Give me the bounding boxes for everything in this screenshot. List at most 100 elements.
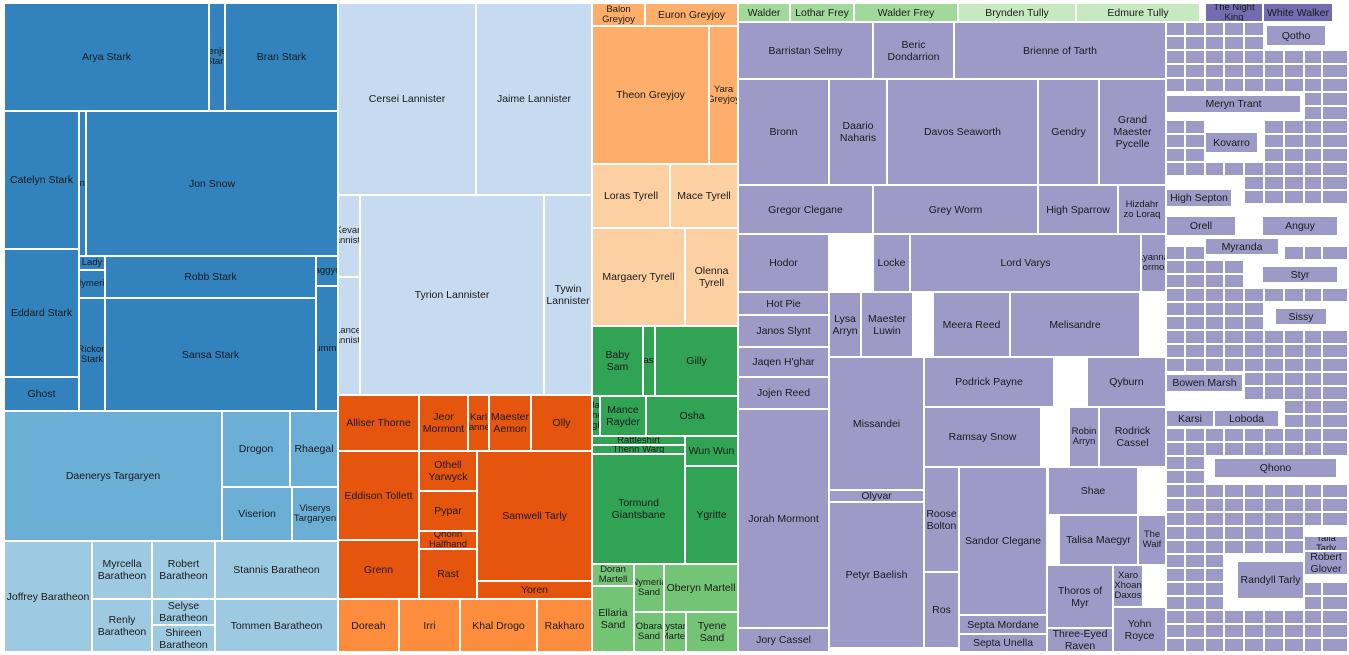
treemap-cell-minor[interactable] xyxy=(1224,442,1244,456)
treemap-cell-minor[interactable] xyxy=(1304,288,1322,302)
treemap-cell-minor[interactable] xyxy=(1322,92,1348,106)
treemap-cell-minor[interactable] xyxy=(1284,176,1304,190)
treemap-cell-minor[interactable] xyxy=(1224,274,1244,288)
treemap-cell-minor[interactable] xyxy=(1264,512,1284,526)
treemap-cell-minor[interactable] xyxy=(1264,386,1284,400)
treemap-cell-minor[interactable] xyxy=(1264,288,1284,302)
treemap-cell-eddison[interactable]: Eddison Tollett xyxy=(338,451,419,540)
treemap-cell-minor[interactable] xyxy=(1166,638,1185,652)
treemap-cell-minor[interactable] xyxy=(1185,512,1205,526)
treemap-cell-minor[interactable] xyxy=(1264,176,1284,190)
treemap-cell-babysam[interactable]: Baby Sam xyxy=(592,326,643,396)
treemap-cell-drogon[interactable]: Drogon xyxy=(222,411,290,487)
treemap-cell-craster[interactable]: Craster xyxy=(643,326,655,396)
treemap-cell-minor[interactable] xyxy=(1166,442,1185,456)
treemap-cell-nymsand[interactable]: Nymeria Sand xyxy=(634,564,664,612)
treemap-cell-minor[interactable] xyxy=(1224,358,1244,372)
treemap-cell-pycelle[interactable]: Grand Maester Pycelle xyxy=(1099,79,1166,185)
treemap-cell-minor[interactable] xyxy=(1205,596,1224,610)
treemap-cell-jaqen[interactable]: Jaqen H'ghar xyxy=(738,347,829,377)
treemap-cell-yara[interactable]: Yara Greyjoy xyxy=(709,26,738,164)
treemap-cell-minor[interactable] xyxy=(1284,400,1304,414)
treemap-cell-joffrey[interactable]: Joffrey Baratheon xyxy=(4,541,92,652)
treemap-cell-minor[interactable] xyxy=(1304,78,1322,92)
treemap-cell-daario[interactable]: Daario Naharis xyxy=(829,79,887,185)
treemap-cell-tommen[interactable]: Tommen Baratheon xyxy=(215,599,338,652)
treemap-cell-minor[interactable] xyxy=(1284,610,1304,624)
treemap-cell-drogo[interactable]: Khal Drogo xyxy=(460,599,537,652)
treemap-cell-mance[interactable]: Mance Rayder xyxy=(600,396,646,436)
treemap-cell-shireen[interactable]: Shireen Baratheon xyxy=(152,625,215,652)
treemap-cell-hotpie[interactable]: Hot Pie xyxy=(738,292,829,315)
treemap-cell-anguy[interactable]: Anguy xyxy=(1262,216,1338,236)
treemap-cell-minor[interactable] xyxy=(1244,624,1264,638)
treemap-cell-waif[interactable]: The Waif xyxy=(1138,515,1166,565)
treemap-cell-minor[interactable] xyxy=(1205,610,1224,624)
treemap-cell-walderfrey[interactable]: Walder Frey xyxy=(854,3,958,22)
treemap-cell-melisandre[interactable]: Melisandre xyxy=(1010,292,1140,357)
treemap-cell-minor[interactable] xyxy=(1284,414,1304,428)
treemap-cell-minor[interactable] xyxy=(1244,302,1264,316)
treemap-cell-minor[interactable] xyxy=(1224,610,1244,624)
treemap-cell-minor[interactable] xyxy=(1166,162,1185,176)
treemap-cell-rickon[interactable]: Rickon Stark xyxy=(79,298,105,411)
treemap-cell-thenn[interactable]: Thenn Warg xyxy=(592,445,685,454)
treemap-cell-minor[interactable] xyxy=(1244,512,1264,526)
treemap-cell-minor[interactable] xyxy=(1284,344,1304,358)
treemap-cell-minor[interactable] xyxy=(1322,484,1348,498)
treemap-cell-minor[interactable] xyxy=(1166,260,1185,274)
treemap-cell-minor[interactable] xyxy=(1322,120,1348,134)
treemap-cell-selyse[interactable]: Selyse Baratheon xyxy=(152,599,215,625)
treemap-cell-minor[interactable] xyxy=(1264,50,1284,64)
treemap-cell-minor[interactable] xyxy=(1264,498,1284,512)
treemap-cell-minor[interactable] xyxy=(1244,526,1264,540)
treemap-cell-minor[interactable] xyxy=(1166,498,1185,512)
treemap-cell-minor[interactable] xyxy=(1185,148,1205,162)
treemap-cell-minor[interactable] xyxy=(1264,78,1284,92)
treemap-cell-minor[interactable] xyxy=(1166,78,1185,92)
treemap-cell-minor[interactable] xyxy=(1185,120,1205,134)
treemap-cell-bowen[interactable]: Bowen Marsh xyxy=(1166,374,1243,392)
treemap-cell-minor[interactable] xyxy=(1166,624,1185,638)
treemap-cell-minor[interactable] xyxy=(1244,190,1264,204)
treemap-cell-minor[interactable] xyxy=(1322,148,1348,162)
treemap-cell-minor[interactable] xyxy=(1224,526,1244,540)
treemap-cell-minor[interactable] xyxy=(1322,498,1348,512)
treemap-cell-minor[interactable] xyxy=(1264,64,1284,78)
treemap-cell-minor[interactable] xyxy=(1304,120,1322,134)
treemap-cell-minor[interactable] xyxy=(1205,512,1224,526)
treemap-cell-minor[interactable] xyxy=(1322,78,1348,92)
treemap-cell-myrcella[interactable]: Myrcella Baratheon xyxy=(92,541,152,599)
treemap-cell-minor[interactable] xyxy=(1166,148,1185,162)
treemap-cell-doreah[interactable]: Doreah xyxy=(338,599,399,652)
treemap-cell-minor[interactable] xyxy=(1166,22,1185,36)
treemap-cell-viserys[interactable]: Viserys Targaryen xyxy=(292,487,338,541)
treemap-cell-minor[interactable] xyxy=(1304,50,1322,64)
treemap-cell-minor[interactable] xyxy=(1185,526,1205,540)
treemap-cell-minor[interactable] xyxy=(1205,162,1224,176)
treemap-cell-loras[interactable]: Loras Tyrell xyxy=(592,164,670,228)
treemap-cell-shae[interactable]: Shae xyxy=(1048,467,1138,515)
treemap-cell-minor[interactable] xyxy=(1205,498,1224,512)
treemap-cell-rakharo[interactable]: Rakharo xyxy=(537,599,592,652)
treemap-cell-rast[interactable]: Rast xyxy=(419,549,477,599)
treemap-cell-jon[interactable]: Jon Snow xyxy=(86,111,338,256)
treemap-cell-missandei[interactable]: Missandei xyxy=(829,357,924,490)
treemap-cell-minor[interactable] xyxy=(1224,498,1244,512)
treemap-cell-minor[interactable] xyxy=(1304,498,1322,512)
treemap-cell-minor[interactable] xyxy=(1224,64,1244,78)
treemap-cell-minor[interactable] xyxy=(1205,302,1224,316)
treemap-cell-oberyn[interactable]: Oberyn Martell xyxy=(664,564,738,612)
treemap-cell-minor[interactable] xyxy=(1224,260,1244,274)
treemap-cell-xaro[interactable]: Xaro Xhoan Daxos xyxy=(1113,565,1143,607)
treemap-cell-minor[interactable] xyxy=(1284,372,1304,386)
treemap-cell-bronn[interactable]: Bronn xyxy=(738,79,829,185)
treemap-cell-minor[interactable] xyxy=(1304,372,1322,386)
treemap-cell-glover[interactable]: Robert Glover xyxy=(1304,551,1348,575)
treemap-cell-minor[interactable] xyxy=(1322,344,1348,358)
treemap-cell-minor[interactable] xyxy=(1185,568,1205,582)
treemap-cell-minor[interactable] xyxy=(1185,330,1205,344)
treemap-cell-ramsay[interactable]: Ramsay Snow xyxy=(924,407,1041,467)
treemap-cell-minor[interactable] xyxy=(1264,190,1284,204)
treemap-cell-minor[interactable] xyxy=(1322,50,1348,64)
